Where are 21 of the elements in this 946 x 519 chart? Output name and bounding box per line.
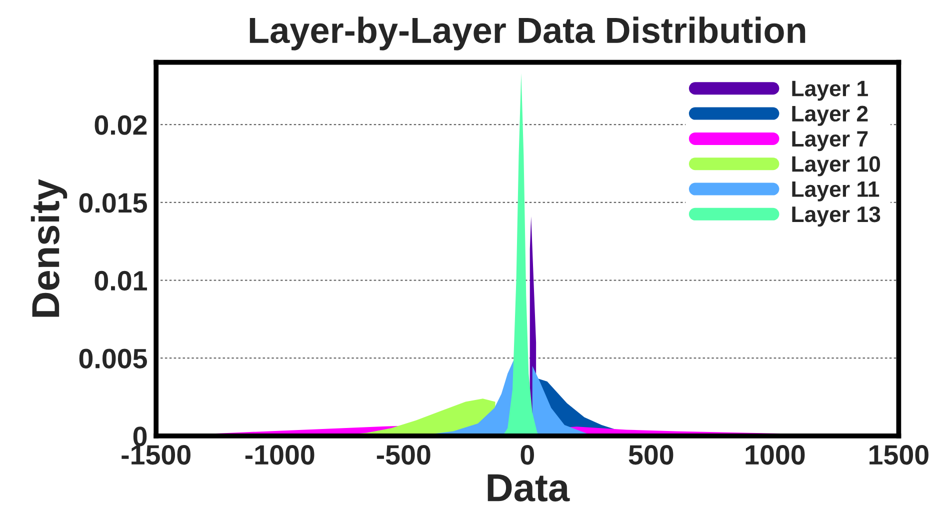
legend-label: Layer 10 [792, 156, 880, 176]
x-axis-title: Data [488, 474, 570, 502]
x-tick-label: -1000 [245, 445, 314, 465]
legend-label: Layer 7 [792, 131, 868, 152]
x-tick-label: 500 [628, 445, 674, 465]
y-tick-label: 0.01 [94, 270, 147, 291]
x-tick-label: 1000 [746, 445, 805, 465]
y-tick-label: 0 [133, 426, 147, 446]
y-tick-label: 0.005 [79, 348, 147, 368]
legend-label: Layer 2 [792, 106, 868, 126]
x-tick-label: 1500 [870, 445, 928, 465]
legend-label: Layer 13 [792, 206, 880, 227]
legend-label: Layer 11 [792, 182, 880, 202]
y-tick-label: 0.02 [94, 115, 147, 135]
y-axis-title: Density [30, 179, 68, 317]
legend-label: Layer 1 [792, 80, 868, 101]
x-tick-label: -500 [376, 445, 430, 465]
chart-title: Layer-by-Layer Data Distribution [250, 16, 806, 50]
x-tick-label: -1500 [122, 445, 190, 465]
x-tick-label: 0 [520, 445, 534, 465]
y-tick-label: 0.015 [79, 193, 147, 213]
